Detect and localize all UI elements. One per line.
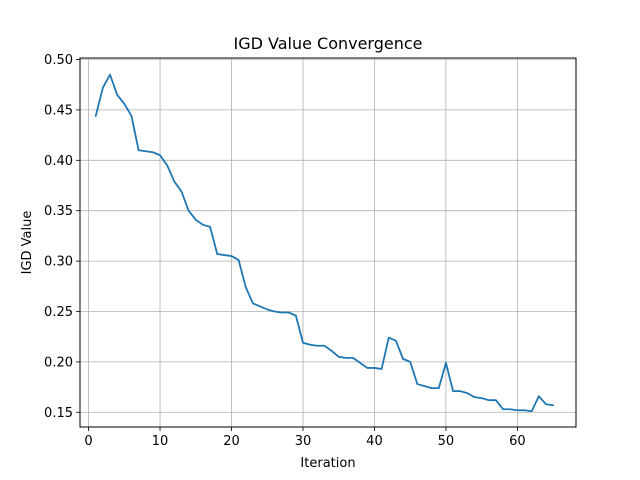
- chart-title: IGD Value Convergence: [233, 34, 422, 53]
- x-tick-label: 50: [438, 434, 455, 449]
- y-tick-label: 0.20: [44, 355, 73, 370]
- x-tick-label: 10: [152, 434, 169, 449]
- y-tick-label: 0.15: [44, 406, 73, 421]
- grid: [80, 58, 576, 427]
- x-tick-label: 60: [509, 434, 526, 449]
- ticks: 0 10 20 30 40 50 60 0.15 0.20 0.25 0.30 0.35 0.40 0.4…: [44, 53, 526, 449]
- series-layer: [94, 73, 555, 413]
- y-tick-label: 0.45: [44, 103, 73, 118]
- y-tick-label: 0.30: [44, 255, 73, 270]
- x-axis-label: Iteration: [300, 456, 355, 471]
- y-tick-label: 0.50: [44, 53, 73, 68]
- x-tick-label: 30: [295, 434, 312, 449]
- series-line: [94, 73, 555, 413]
- x-tick-label: 20: [223, 434, 240, 449]
- y-axis-label: IGD Value: [20, 211, 35, 275]
- y-tick-label: 0.25: [44, 305, 73, 320]
- plot-area-frame: [79, 57, 577, 428]
- y-tick-label: 0.40: [44, 154, 73, 169]
- x-tick-label: 40: [366, 434, 383, 449]
- y-tick-label: 0.35: [44, 204, 73, 219]
- x-tick-label: 0: [84, 434, 92, 449]
